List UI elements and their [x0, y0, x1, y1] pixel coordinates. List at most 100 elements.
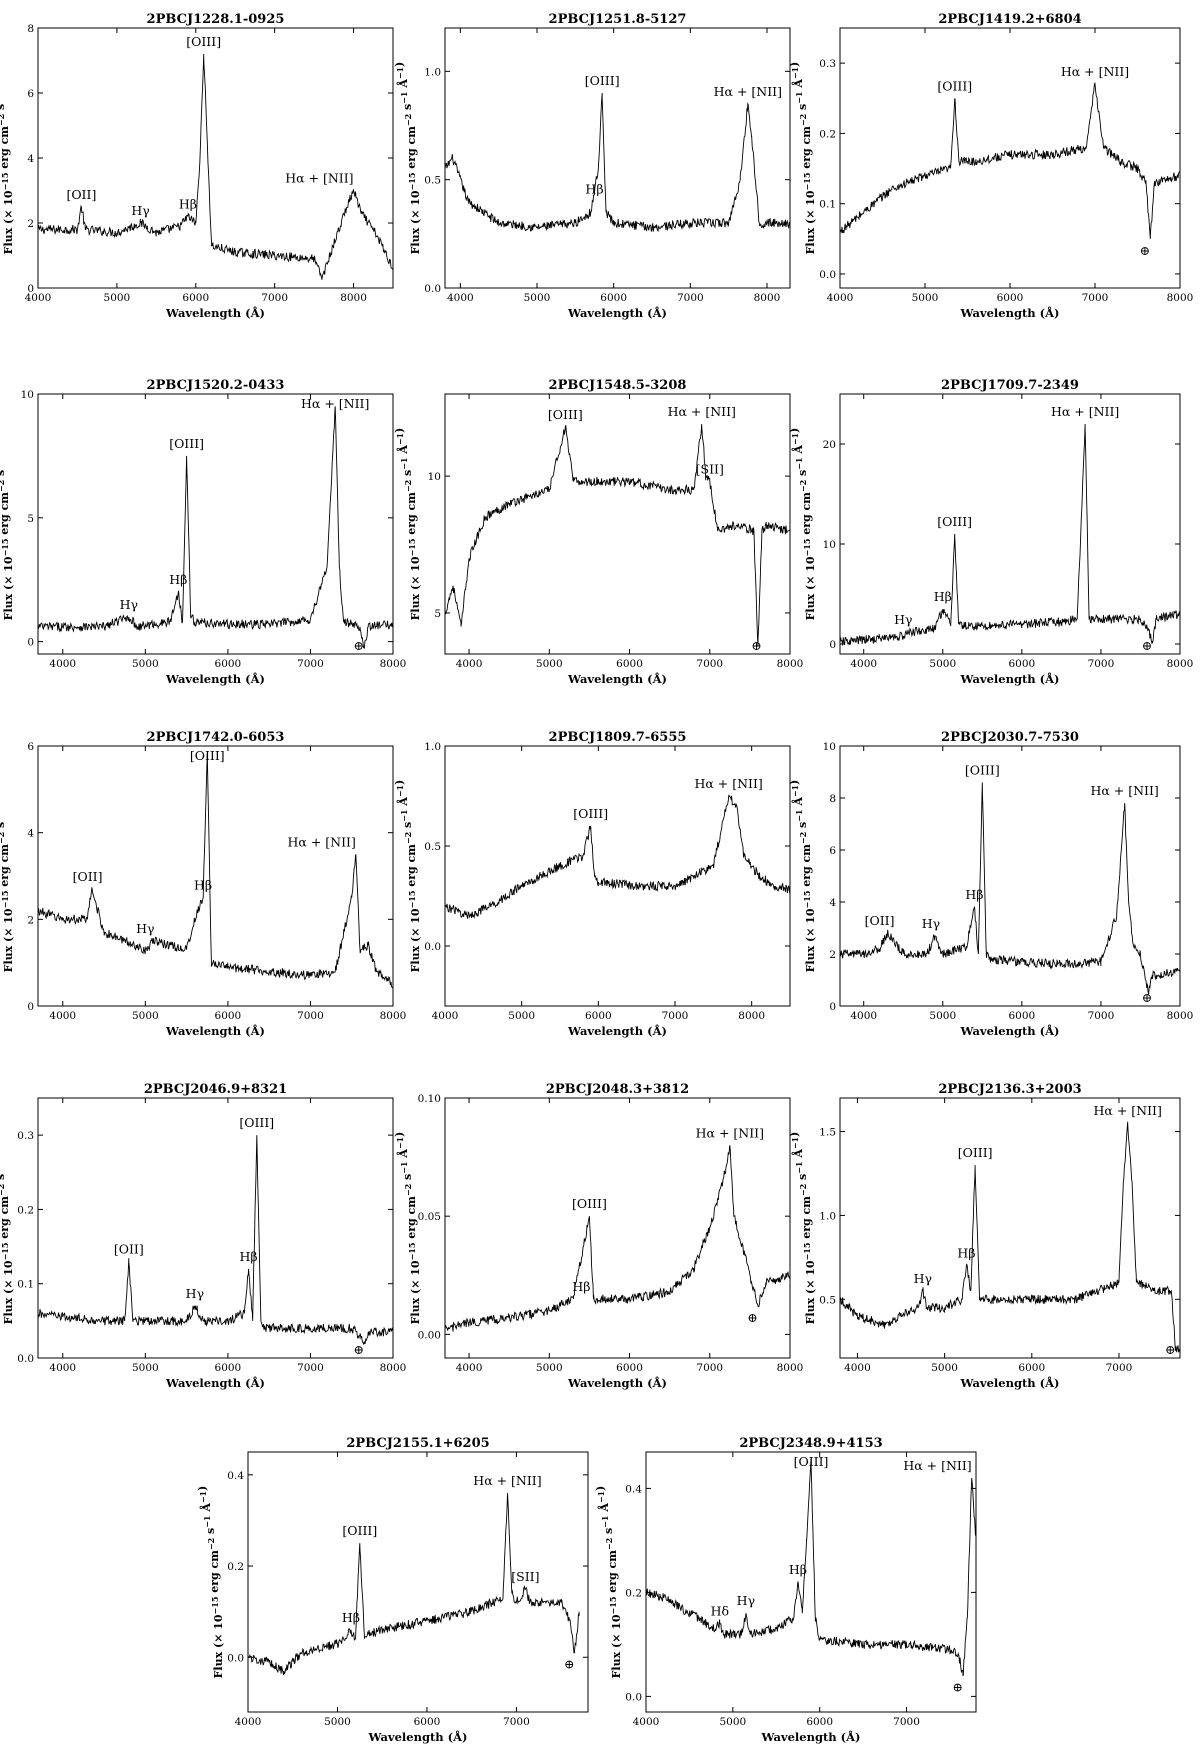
y-tick-label: 20 — [823, 439, 836, 451]
x-axis-label: Wavelength (Å) — [567, 1024, 667, 1038]
x-tick-label: 8000 — [1167, 292, 1194, 304]
line-annotation: [OIII] — [342, 1523, 377, 1538]
plot-frame — [839, 745, 1181, 1007]
line-annotation: [OII] — [865, 913, 895, 928]
line-annotation: Hα + [NII] — [1094, 1103, 1162, 1118]
y-tick-label: 1.0 — [424, 741, 441, 753]
panel-title: 2PBCJ1520.2-0433 — [147, 378, 285, 393]
y-tick-label: 5 — [434, 608, 441, 620]
x-tick-label: 7000 — [1106, 1362, 1133, 1374]
plot-frame — [37, 393, 394, 655]
line-annotation: Hβ — [169, 572, 187, 587]
line-annotation: [OIII] — [965, 762, 1000, 777]
spectrum-line — [645, 1458, 977, 1677]
x-tick-label: 5000 — [104, 292, 131, 304]
y-tick-label: 0.0 — [819, 269, 836, 281]
spectrum-panel: 2PBCJ1251.8-5127 4000 5000 6000 7000 8000 0.0 0… — [393, 12, 791, 320]
spectrum-line — [839, 82, 1181, 239]
spectrum-panel: 2PBCJ1709.7-2349 4000 5000 6000 7000 8000 0 10 2… — [788, 378, 1193, 686]
y-tick-label: 0.0 — [424, 283, 441, 295]
x-axis-label: Wavelength (Å) — [165, 306, 265, 320]
y-tick-label: 8 — [829, 793, 836, 805]
x-tick-label: 4000 — [49, 658, 76, 670]
y-tick-label: 0.1 — [819, 199, 836, 211]
x-tick-label: 8000 — [380, 658, 407, 670]
line-annotation: [SII] — [696, 462, 724, 477]
spectrum-panel: 2PBCJ1419.2+6804 4000 5000 6000 7000 8000 0.0 0… — [788, 12, 1193, 320]
spectrum-line — [839, 782, 1181, 995]
x-tick-label: 4000 — [49, 1362, 76, 1374]
y-tick-label: 4 — [829, 897, 836, 909]
x-tick-label: 8000 — [380, 1010, 407, 1022]
line-annotation: Hβ — [342, 1610, 360, 1625]
plot-frame — [444, 745, 791, 1007]
x-tick-label: 7000 — [696, 658, 723, 670]
x-tick-label: 7000 — [297, 658, 324, 670]
spectrum-line — [444, 92, 791, 233]
line-annotation: [OIII] — [937, 78, 972, 93]
y-tick-label: 2 — [829, 949, 836, 961]
spectrum-panel: 2PBCJ2030.7-7530 4000 5000 6000 7000 8000 0 2 4 6… — [788, 730, 1193, 1038]
x-axis-label: Wavelength (Å) — [567, 306, 667, 320]
line-annotation: [OIII] — [239, 1115, 274, 1130]
line-annotation: Hα + [NII] — [473, 1473, 541, 1488]
y-tick-label: 0.0 — [17, 1353, 34, 1365]
x-tick-label: 5000 — [931, 1362, 958, 1374]
spectrum-panel: 2PBCJ2348.9+4153 4000 5000 6000 7000 0.0 0.2 0.… — [594, 1436, 977, 1744]
panel-title: 2PBCJ1228.1-0925 — [147, 12, 285, 27]
spectrum-panel: 2PBCJ1548.5-3208 4000 5000 6000 7000 8000 5 10 W… — [393, 378, 803, 686]
y-axis-label: Flux (× 10−15 erg cm−2 s−1 Å−1) — [393, 62, 422, 255]
plot-frame — [37, 745, 394, 1007]
x-axis-label: Wavelength (Å) — [761, 1730, 861, 1744]
y-axis-label: Flux (× 10−15 erg cm−2 s−1 Å−1) — [196, 1486, 225, 1679]
x-tick-label: 4000 — [456, 658, 483, 670]
y-axis-label: Flux (× 10−15 erg cm−2 s−1 Å−1) — [594, 1486, 623, 1679]
telluric-marker: ⊕ — [354, 638, 364, 653]
x-tick-label: 4000 — [456, 1362, 483, 1374]
y-tick-label: 0 — [27, 637, 34, 649]
panel-title: 2PBCJ1742.0-6053 — [147, 730, 285, 745]
y-tick-label: 0.2 — [625, 1587, 642, 1599]
y-tick-label: 2 — [27, 914, 34, 926]
line-annotation: Hγ — [186, 1286, 204, 1301]
y-tick-label: 4 — [27, 828, 34, 840]
y-tick-label: 10 — [823, 539, 836, 551]
y-tick-label: 0.10 — [418, 1093, 441, 1105]
telluric-marker: ⊕ — [354, 1342, 364, 1357]
x-tick-label: 4000 — [25, 292, 52, 304]
y-tick-label: 0.00 — [418, 1329, 441, 1341]
y-axis-label: Flux (× 10−15 erg cm−2 s−1 Å−1) — [788, 780, 817, 973]
panel-title: 2PBCJ2348.9+4153 — [739, 1436, 882, 1451]
x-tick-label: 6000 — [806, 1716, 833, 1728]
line-annotation: Hβ — [239, 1249, 257, 1264]
y-tick-label: 0.5 — [424, 175, 441, 187]
x-tick-label: 8000 — [754, 292, 781, 304]
spectrum-line — [839, 1121, 1181, 1353]
x-tick-label: 6000 — [600, 292, 627, 304]
y-tick-label: 10 — [428, 471, 441, 483]
y-tick-label: 0.2 — [819, 128, 836, 140]
line-annotation: Hγ — [737, 1593, 755, 1608]
line-annotation: Hα + [NII] — [1061, 64, 1129, 79]
x-tick-label: 8000 — [380, 1362, 407, 1374]
x-tick-label: 7000 — [1088, 658, 1115, 670]
x-tick-label: 6000 — [1018, 1362, 1045, 1374]
x-tick-label: 4000 — [844, 1362, 871, 1374]
y-axis-label: Flux (× 10−15 erg cm−2 s−1 Å−1) — [393, 1132, 422, 1325]
x-tick-label: 8000 — [1167, 1010, 1194, 1022]
x-tick-label: 4000 — [850, 1010, 877, 1022]
y-tick-label: 8 — [27, 23, 34, 35]
line-annotation: Hα + [NII] — [1051, 404, 1119, 419]
x-tick-label: 7000 — [662, 1010, 689, 1022]
line-annotation: [OIII] — [585, 73, 620, 88]
x-tick-label: 6000 — [1008, 1010, 1035, 1022]
spectrum-panel: 2PBCJ1742.0-6053 4000 5000 6000 7000 8000 0 2 4 6… — [0, 730, 406, 1038]
x-axis-label: Wavelength (Å) — [960, 1024, 1060, 1038]
line-annotation: Hβ — [585, 181, 603, 196]
y-tick-label: 0.05 — [418, 1211, 441, 1223]
x-tick-label: 5000 — [324, 1716, 351, 1728]
x-tick-label: 5000 — [929, 1010, 956, 1022]
plot-frame — [839, 393, 1181, 655]
x-axis-label: Wavelength (Å) — [165, 1024, 265, 1038]
line-annotation: Hα + [NII] — [288, 834, 356, 849]
